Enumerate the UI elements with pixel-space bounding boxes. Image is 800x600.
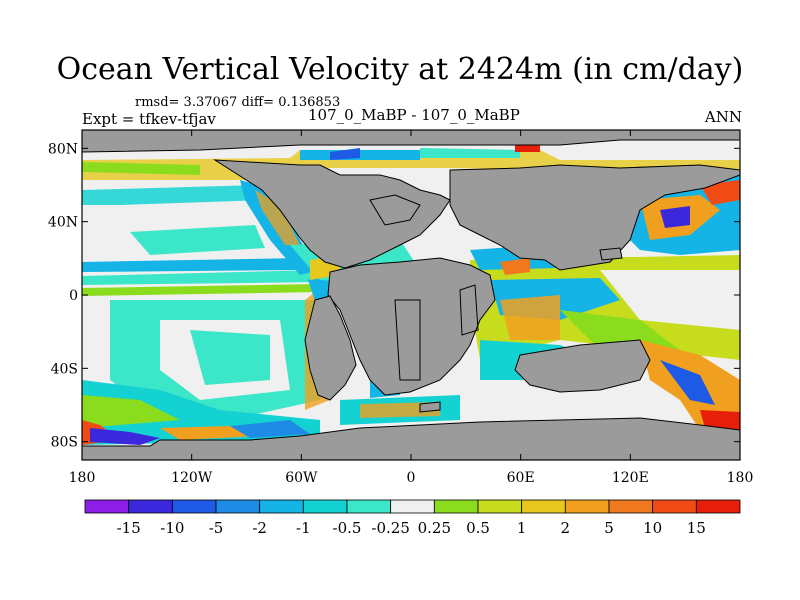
x-tick-label: 0 — [407, 470, 416, 486]
colorbar-swatch — [477, 499, 523, 514]
colorbar-label: -5 — [209, 519, 224, 537]
land-antarctica — [82, 417, 740, 460]
y-tick-label: 80S — [51, 435, 78, 451]
colorbar-label: 0.25 — [418, 519, 451, 537]
colorbar-swatch — [390, 499, 435, 514]
run-label: 107_0_MaBP - 107_0_MaBP — [308, 106, 520, 124]
colorbar-swatch — [695, 499, 741, 514]
colorbar-label: -10 — [160, 519, 184, 537]
colorbar-swatch — [564, 499, 610, 514]
y-tick-label: 0 — [69, 288, 78, 304]
colorbar-label: 5 — [604, 519, 614, 537]
colorbar-swatch — [259, 499, 304, 514]
x-tick-label: 120W — [171, 470, 213, 486]
colorbar-swatch — [652, 499, 697, 514]
x-tick-label: 60W — [285, 470, 318, 486]
y-tick-label: 80N — [48, 141, 78, 157]
colorbar-swatch — [128, 499, 173, 514]
colorbar-label: -0.25 — [371, 519, 409, 537]
land-arctic — [82, 130, 740, 153]
colorbar-swatch — [171, 499, 217, 514]
land-north-america — [213, 159, 451, 269]
y-axis: 80N 40N 0 40S 80S — [48, 141, 740, 451]
x-tick-label: 180 — [727, 470, 754, 486]
experiment-label: Expt = tfkev-tfjav — [82, 110, 216, 128]
colorbar-label: -0.5 — [333, 519, 362, 537]
x-tick-label: 180 — [69, 470, 96, 486]
colorbar-label: -15 — [117, 519, 141, 537]
colorbar-label: -1 — [296, 519, 311, 537]
land-africa — [327, 257, 496, 396]
colorbar-label: 2 — [561, 519, 571, 537]
land-south-america — [304, 295, 357, 401]
colorbar-label: 0.5 — [466, 519, 490, 537]
colorbar: -15 -10 -5 -2 -1 -0.5 -0.25 0.25 0.5 1 2 5 10 15 — [84, 499, 741, 537]
land-island — [599, 247, 623, 261]
x-tick-label: 60E — [507, 470, 535, 486]
colorbar-swatch — [302, 499, 348, 514]
colorbar-swatch — [521, 499, 566, 514]
colorbar-label: 15 — [687, 519, 706, 537]
colorbar-label: -2 — [252, 519, 267, 537]
coastlines — [369, 194, 479, 381]
x-axis: 180 120W 60W 0 60E 120E 180 — [69, 130, 754, 486]
colorbar-swatch — [608, 499, 654, 514]
y-tick-label: 40N — [48, 215, 78, 231]
colorbar-swatch — [433, 499, 479, 514]
colorbar-swatch — [84, 499, 130, 514]
land — [82, 130, 740, 460]
season-label: ANN — [704, 108, 742, 126]
land-australia — [514, 339, 651, 393]
map-plot — [82, 130, 740, 460]
chart-title: Ocean Vertical Velocity at 2424m (in cm/… — [56, 52, 744, 87]
x-tick-label: 120E — [612, 470, 649, 486]
stats-label: rmsd= 3.37067 diff= 0.136853 — [135, 95, 341, 110]
colorbar-swatch — [215, 499, 261, 514]
land-island — [419, 401, 441, 413]
colorbar-swatch — [346, 499, 392, 514]
y-tick-label: 40S — [51, 361, 78, 377]
colorbar-label: 1 — [517, 519, 527, 537]
colorbar-label: 10 — [643, 519, 662, 537]
land-eurasia — [449, 164, 740, 271]
